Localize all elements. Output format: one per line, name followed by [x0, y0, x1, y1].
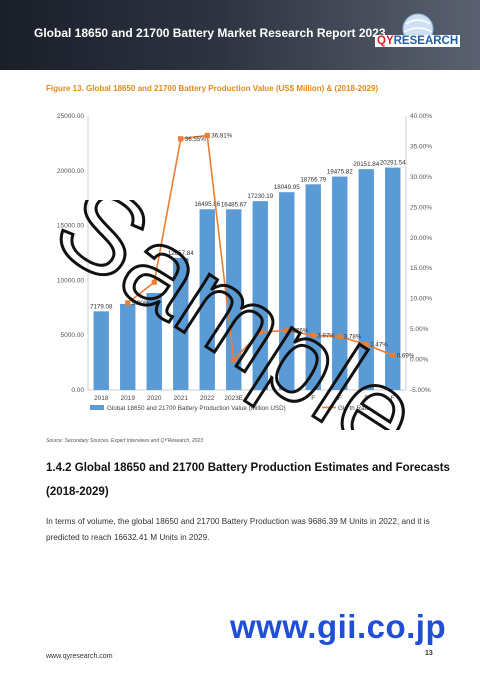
y-tick-left: 5000.00 — [61, 332, 85, 339]
growth-rate-label: 9.30% — [132, 300, 150, 307]
x-tick-label: F — [391, 395, 395, 402]
production-value-chart: 0.00 5000.00 10000.00 15000.00 20000.00 25000… — [57, 113, 432, 412]
growth-rate-point — [257, 329, 263, 335]
y-tick-right: 20.00% — [410, 235, 432, 242]
y-tick-right: 30.00% — [410, 174, 432, 181]
legend-bar-label: Global 18650 and 21700 Battery Productio… — [107, 405, 286, 412]
growth-rate-label: 2.47% — [370, 342, 388, 349]
y-tick-right: 0.00% — [410, 357, 429, 364]
legend-line-label: Glo th Rate — [338, 405, 370, 412]
logo-text: QYRESEARCH — [375, 35, 461, 47]
report-title: Global 18650 and 21700 Battery Market Re… — [34, 26, 386, 40]
x-tick-label: 2023E — [224, 395, 243, 402]
growth-rate-point — [310, 332, 316, 338]
y-tick-left: 15000.00 — [57, 223, 84, 230]
bar — [279, 192, 295, 390]
bar-value-label: 16485.67 — [221, 201, 247, 208]
x-tick-label: F — [311, 395, 315, 402]
bar-value-label: 20151.84 — [353, 161, 379, 168]
legend-bar-swatch — [90, 405, 104, 410]
bar-value-label: 20291.54 — [380, 160, 406, 167]
growth-rate-label: 36.55% — [185, 136, 206, 143]
section-heading: 1.4.2 Global 18650 and 21700 Battery Pro… — [46, 462, 450, 474]
x-tick-label: 2018 — [94, 395, 109, 402]
figure-source: Source: Secondary Sources, Expert Interv… — [46, 438, 204, 444]
bar-value-label: 7179.08 — [90, 303, 113, 310]
y-tick-right: 35.00% — [410, 143, 432, 150]
y-tick-right: 25.00% — [410, 204, 432, 211]
growth-rate-label: 4.76% — [291, 328, 309, 335]
growth-rate-point — [363, 341, 369, 348]
growth-rate-label: 3.97% — [317, 332, 335, 339]
bar — [252, 201, 268, 390]
y-tick-left: 20000.00 — [57, 168, 84, 175]
bar — [93, 311, 109, 390]
y-tick-right: 15.00% — [410, 265, 432, 272]
bar — [146, 293, 162, 390]
growth-rate-point — [204, 132, 210, 139]
bar-value-label: 19475.82 — [327, 169, 353, 176]
bar — [173, 257, 189, 390]
y-tick-right: 40.00% — [410, 113, 432, 120]
bar-value-label: 16495.86 — [194, 201, 220, 208]
page-number: 13 — [425, 650, 433, 657]
growth-rate-point — [390, 352, 396, 358]
growth-rate-point — [178, 136, 184, 142]
growth-rate-point — [337, 333, 343, 340]
growth-rate-point — [284, 327, 290, 334]
y-tick-left: 10000.00 — [57, 277, 84, 284]
growth-rate-label: 36.81% — [211, 132, 232, 139]
bar — [199, 209, 215, 390]
x-tick-label: 2019 — [121, 395, 136, 402]
bar — [120, 303, 136, 390]
bar — [226, 209, 242, 390]
bar-value-label: 18049.95 — [274, 184, 300, 191]
x-tick-label: F — [364, 395, 368, 402]
bar — [305, 184, 321, 390]
growth-rate-point — [125, 300, 131, 306]
y-tick-right: 5.00% — [410, 326, 429, 333]
growth-rate-point — [151, 279, 157, 285]
bar-value-label: 18766.79 — [300, 176, 326, 183]
growth-rate-point — [231, 357, 237, 363]
bar-value-label: 12057.84 — [168, 250, 194, 257]
x-tick-label: F — [338, 395, 342, 402]
y-tick-right: -5.00% — [410, 387, 431, 394]
figure-caption: Figure 13. Global 18650 and 21700 Batter… — [46, 84, 379, 93]
y-tick-right: 10.00% — [410, 296, 432, 303]
x-tick-label: 2022 — [200, 395, 215, 402]
bar — [358, 169, 374, 390]
footer-url[interactable]: www.qyresearch.com — [46, 653, 113, 660]
section-heading-years: (2018-2029) — [46, 486, 109, 498]
bar — [385, 167, 401, 390]
section-body-text: In terms of volume, the global 18650 and… — [46, 517, 430, 542]
x-tick-label: 2020 — [147, 395, 162, 402]
growth-rate-label: 0.69% — [397, 352, 415, 359]
y-tick-left: 0.00 — [71, 387, 84, 394]
growth-rate-label: 3.78% — [344, 334, 362, 341]
bar — [332, 176, 348, 390]
x-tick-label: 2021 — [174, 395, 189, 402]
y-tick-left: 25000.00 — [57, 113, 84, 120]
bar-value-label: 17230.19 — [247, 193, 273, 200]
gii-watermark: www.gii.co.jp — [230, 608, 447, 645]
